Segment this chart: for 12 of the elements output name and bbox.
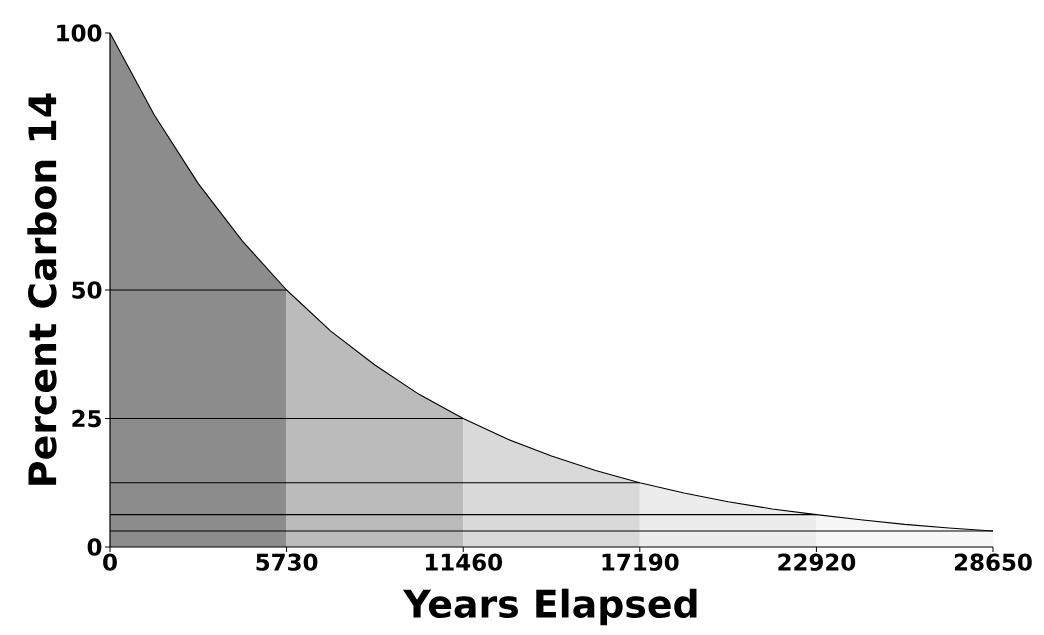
x-tick-label: 17190: [602, 553, 679, 571]
x-tick-label: 11460: [425, 553, 502, 571]
y-tick-label: 100: [57, 24, 102, 42]
x-tick-label: 5730: [256, 553, 318, 571]
x-tick-label: 28650: [954, 553, 1032, 571]
y-tick-label: 25: [72, 409, 101, 428]
x-tick-label: 22920: [778, 553, 856, 571]
y-axis-title: Percent Carbon 14: [27, 93, 57, 485]
y-tick-label: 50: [72, 281, 102, 299]
x-axis-title: Years Elapsed: [402, 588, 697, 626]
y-tick-label: 0: [87, 538, 102, 556]
x-tick-label: 0: [103, 553, 117, 571]
